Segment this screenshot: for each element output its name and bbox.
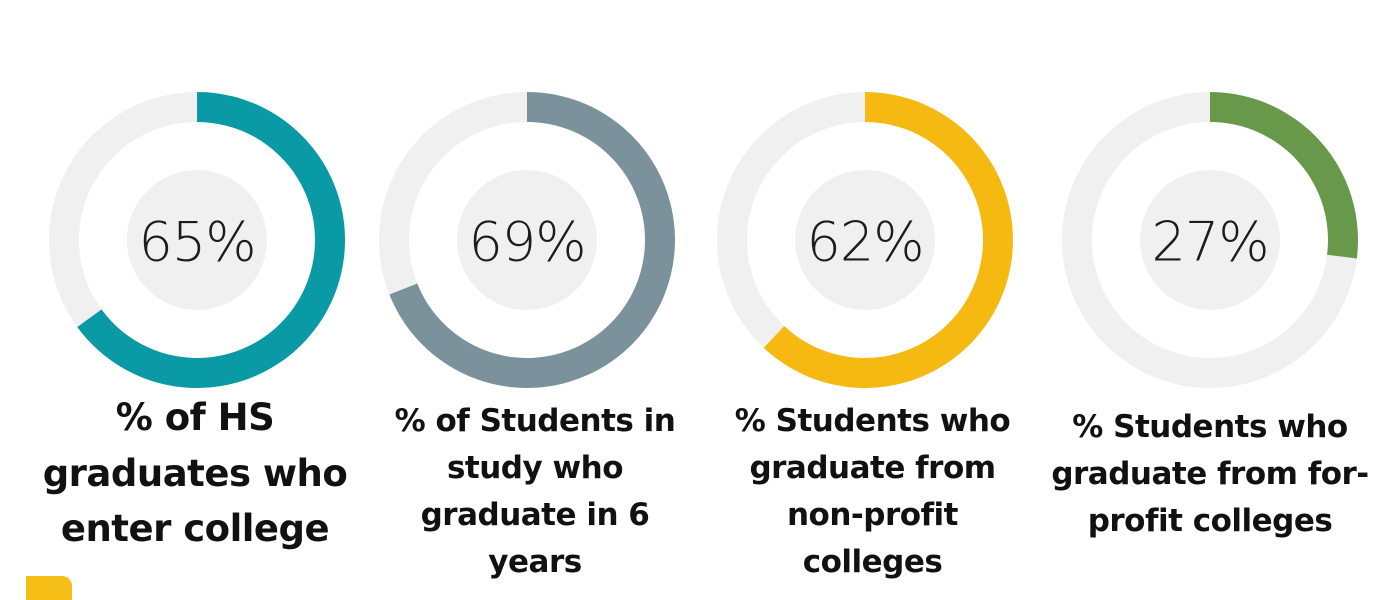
donut-chart-1: 65% [49,92,345,388]
donut-value-1: 65% [138,211,255,274]
caption-graduate-for-profit-colleges: % Students who graduate from for-profit … [1051,409,1369,540]
corner-decoration [26,576,72,600]
donut-value-4: 27% [1151,211,1268,274]
donut-track-3 [716,92,865,348]
caption-students-graduate-in-6-years: % of Students in study who graduate in 6… [394,403,676,581]
donut-track-1 [49,92,197,327]
donut-value-3: 62% [806,211,923,274]
donut-value-2: 69% [468,211,585,274]
donut-center-1 [127,170,267,310]
donut-chart-3: 62% [716,92,1013,389]
donut-center-4 [1140,170,1280,310]
donut-arc-4 [1210,92,1358,259]
donut-chart-4: 27% [1062,92,1358,389]
donut-center-2 [457,170,597,310]
donut-arc-3 [763,92,1013,389]
donut-chart-2: 69% [379,92,675,388]
donut-track-2 [379,92,527,295]
caption-graduate-non-profit-colleges: % Students who graduate from non-profit … [734,403,1011,581]
caption-hs-graduates-enter-college: % of HS graduates who enter college [42,396,348,550]
donut-center-3 [795,170,935,310]
